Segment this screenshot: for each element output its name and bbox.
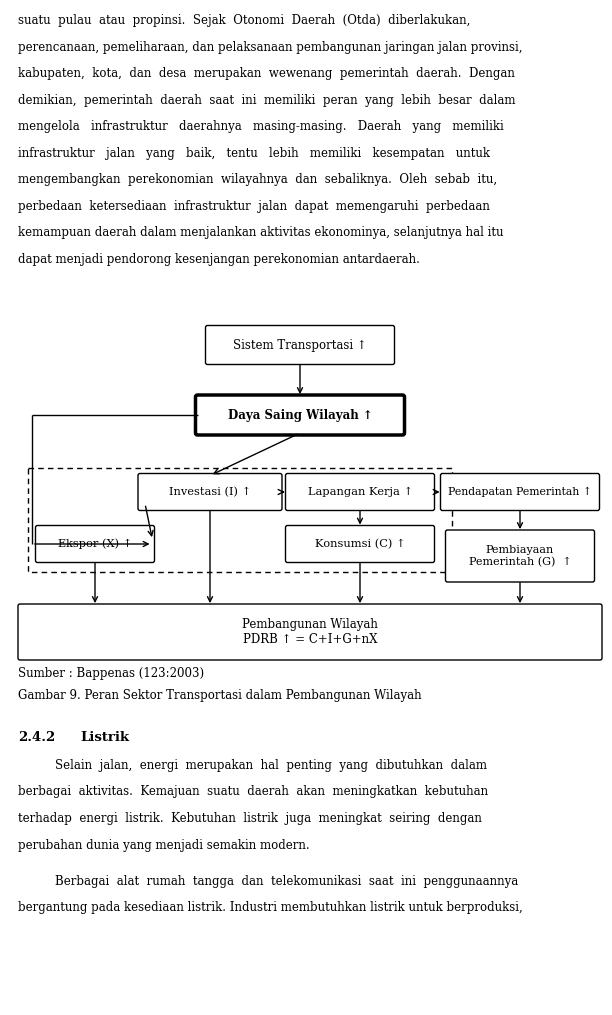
Text: Lapangan Kerja ↑: Lapangan Kerja ↑ [307,487,412,497]
Text: Konsumsi (C) ↑: Konsumsi (C) ↑ [315,539,405,549]
Text: Sistem Transportasi ↑: Sistem Transportasi ↑ [233,338,367,351]
Text: perubahan dunia yang menjadi semakin modern.: perubahan dunia yang menjadi semakin mod… [18,838,310,852]
Text: infrastruktur   jalan   yang   baik,   tentu   lebih   memiliki   kesempatan   u: infrastruktur jalan yang baik, tentu leb… [18,146,490,159]
Text: Ekspor (X) ↑: Ekspor (X) ↑ [58,539,132,549]
FancyBboxPatch shape [446,530,594,582]
Text: 2.4.2: 2.4.2 [18,731,55,744]
Text: Investasi (I) ↑: Investasi (I) ↑ [169,487,251,497]
Text: Pembiayaan
Pemerintah (G)  ↑: Pembiayaan Pemerintah (G) ↑ [469,545,572,567]
Text: suatu  pulau  atau  propinsi.  Sejak  Otonomi  Daerah  (Otda)  diberlakukan,: suatu pulau atau propinsi. Sejak Otonomi… [18,14,471,27]
Text: Listrik: Listrik [80,731,129,744]
FancyBboxPatch shape [195,395,405,435]
Text: perencanaan, pemeliharaan, dan pelaksanaan pembangunan jaringan jalan provinsi,: perencanaan, pemeliharaan, dan pelaksana… [18,41,523,54]
Text: mengelola   infrastruktur   daerahnya   masing-masing.   Daerah   yang   memilik: mengelola infrastruktur daerahnya masing… [18,120,504,133]
Text: demikian,  pemerintah  daerah  saat  ini  memiliki  peran  yang  lebih  besar  d: demikian, pemerintah daerah saat ini mem… [18,93,515,107]
Text: kemampuan daerah dalam menjalankan aktivitas ekonominya, selanjutnya hal itu: kemampuan daerah dalam menjalankan aktiv… [18,226,504,239]
FancyBboxPatch shape [286,474,435,511]
FancyBboxPatch shape [18,604,602,660]
Text: Berbagai  alat  rumah  tangga  dan  telekomunikasi  saat  ini  penggunaannya: Berbagai alat rumah tangga dan telekomun… [55,875,518,888]
Text: Daya Saing Wilayah ↑: Daya Saing Wilayah ↑ [228,408,372,421]
Text: dapat menjadi pendorong kesenjangan perekonomian antardaerah.: dapat menjadi pendorong kesenjangan pere… [18,253,420,266]
Text: Selain  jalan,  energi  merupakan  hal  penting  yang  dibutuhkan  dalam: Selain jalan, energi merupakan hal penti… [55,759,487,772]
Text: Gambar 9. Peran Sektor Transportasi dalam Pembangunan Wilayah: Gambar 9. Peran Sektor Transportasi dala… [18,689,422,702]
Text: berbagai  aktivitas.  Kemajuan  suatu  daerah  akan  meningkatkan  kebutuhan: berbagai aktivitas. Kemajuan suatu daera… [18,786,488,799]
Bar [28,468,452,572]
Text: Pembangunan Wilayah
PDRB ↑ = C+I+G+nX: Pembangunan Wilayah PDRB ↑ = C+I+G+nX [242,618,378,646]
Text: perbedaan  ketersediaan  infrastruktur  jalan  dapat  memengaruhi  perbedaan: perbedaan ketersediaan infrastruktur jal… [18,200,490,212]
Text: kabupaten,  kota,  dan  desa  merupakan  wewenang  pemerintah  daerah.  Dengan: kabupaten, kota, dan desa merupakan wewe… [18,67,515,80]
Text: terhadap  energi  listrik.  Kebutuhan  listrik  juga  meningkat  seiring  dengan: terhadap energi listrik. Kebutuhan listr… [18,812,482,825]
Text: Pendapatan Pemerintah ↑: Pendapatan Pemerintah ↑ [448,487,592,497]
FancyBboxPatch shape [286,526,435,562]
Text: mengembangkan  perekonomian  wilayahnya  dan  sebaliknya.  Oleh  sebab  itu,: mengembangkan perekonomian wilayahnya da… [18,173,497,186]
FancyBboxPatch shape [441,474,600,511]
Text: Sumber : Bappenas (123:2003): Sumber : Bappenas (123:2003) [18,667,204,680]
FancyBboxPatch shape [35,526,154,562]
FancyBboxPatch shape [138,474,282,511]
FancyBboxPatch shape [206,326,395,364]
Text: bergantung pada kesediaan listrik. Industri membutuhkan listrik untuk berproduks: bergantung pada kesediaan listrik. Indus… [18,901,523,915]
